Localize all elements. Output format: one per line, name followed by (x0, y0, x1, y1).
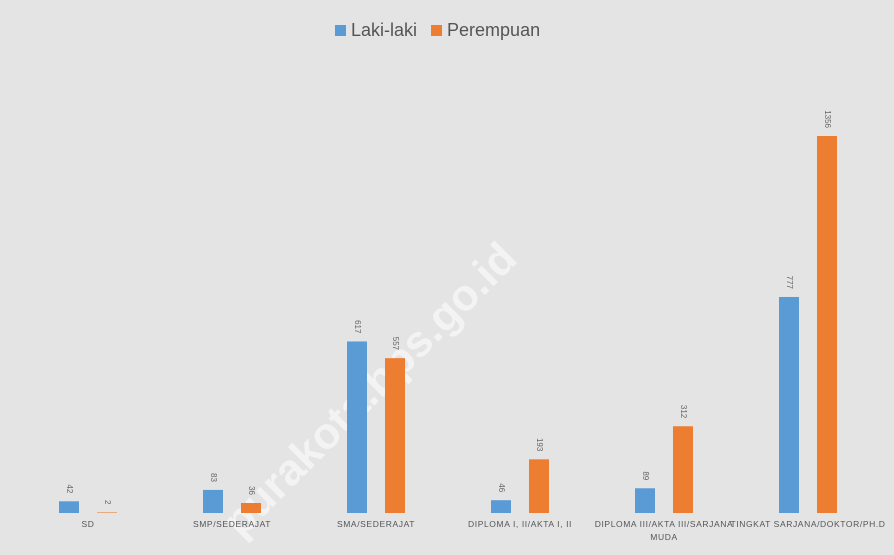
data-label: 46 (497, 483, 506, 492)
legend-label: Laki-laki (351, 20, 417, 40)
bar (203, 489, 223, 513)
bar (779, 296, 799, 513)
x-tick-label: DIPLOMA I, II/AKTA I, II (468, 519, 572, 529)
x-tick-label: SD (81, 519, 95, 529)
data-label: 617 (353, 320, 362, 334)
data-label: 777 (785, 276, 794, 290)
data-label: 36 (247, 486, 256, 495)
bar (97, 512, 117, 513)
data-label: 42 (65, 484, 74, 493)
x-tick-label: SMP/SEDERAJAT (192, 519, 272, 529)
data-label: 2 (103, 500, 112, 505)
watermark: purakota.bps.go.id (213, 233, 526, 546)
legend-swatch (335, 25, 346, 36)
x-tick-label: SMA/SEDERAJAT (336, 519, 416, 529)
bar (635, 488, 655, 513)
bar (491, 500, 511, 513)
bar (385, 358, 405, 513)
legend-label: Perempuan (447, 20, 540, 40)
bar (59, 501, 79, 513)
bar (347, 341, 367, 513)
data-label: 1356 (823, 110, 832, 128)
data-label: 557 (391, 337, 400, 351)
bar (673, 426, 693, 513)
bar (817, 136, 837, 513)
data-label: 83 (209, 473, 218, 482)
x-tick-label: DIPLOMA III/AKTA III/SARJANA MUDA (594, 519, 734, 542)
data-label: 193 (535, 438, 544, 452)
data-label: 89 (641, 471, 650, 480)
legend-swatch (431, 25, 443, 36)
x-tick-label: TINGKAT SARJANA/DOKTOR/PH.D (730, 519, 886, 529)
bar (241, 502, 261, 513)
data-label: 312 (679, 405, 688, 419)
bar (529, 459, 549, 513)
